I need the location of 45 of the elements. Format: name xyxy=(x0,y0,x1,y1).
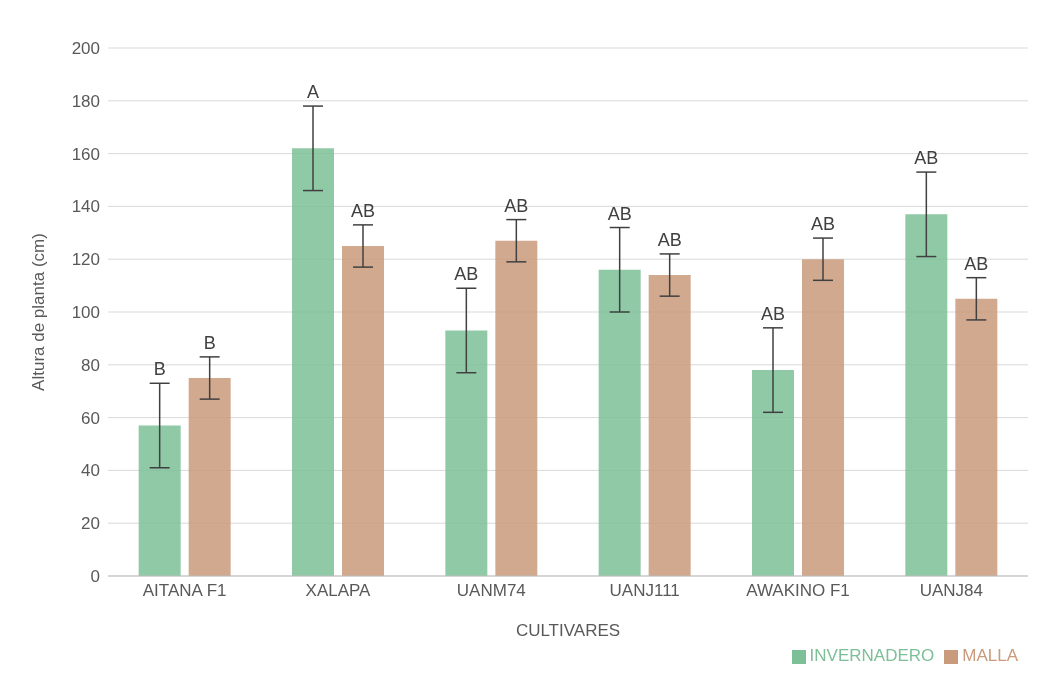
data-label: AB xyxy=(607,203,632,224)
data-label: A xyxy=(306,82,320,103)
y-tick-label: 160 xyxy=(71,144,100,164)
y-tick-label: 140 xyxy=(71,197,100,217)
bar xyxy=(445,330,488,576)
bar xyxy=(495,240,538,576)
y-axis-title: Altura de planta (cm) xyxy=(29,233,49,391)
legend-label: INVERNADERO xyxy=(809,646,935,665)
bar xyxy=(188,378,231,576)
bar xyxy=(342,246,384,576)
data-label: B xyxy=(153,359,166,380)
y-tick-label: 60 xyxy=(81,408,100,428)
bar xyxy=(905,214,948,576)
data-label: AB xyxy=(504,195,529,216)
x-tick-label: UANM74 xyxy=(456,581,526,601)
x-tick-label: UANJ84 xyxy=(919,581,983,601)
legend-label: MALLA xyxy=(962,646,1018,665)
x-tick-label: UANJ111 xyxy=(609,581,680,601)
y-tick-label: 20 xyxy=(81,514,100,534)
bar xyxy=(138,425,181,576)
bar xyxy=(752,370,794,576)
y-tick-label: 40 xyxy=(81,461,100,481)
bar xyxy=(648,275,691,576)
bar xyxy=(955,298,998,576)
data-label: AB xyxy=(454,264,479,285)
x-tick-label: XALAPA xyxy=(305,581,372,601)
x-tick-label: AWAKINO F1 xyxy=(746,581,850,601)
y-tick-label: 120 xyxy=(71,250,100,270)
bar xyxy=(598,269,641,576)
data-label: B xyxy=(203,332,216,353)
data-label: AB xyxy=(810,214,836,235)
y-tick-label: 0 xyxy=(90,567,100,587)
y-tick-label: 180 xyxy=(71,91,100,111)
data-label: AB xyxy=(760,303,786,324)
y-tick-label: 200 xyxy=(71,39,100,59)
y-tick-label: 80 xyxy=(81,355,100,375)
bar xyxy=(802,259,844,576)
bar xyxy=(292,148,334,576)
data-label: AB xyxy=(964,253,989,274)
x-axis-title: CULTIVARES xyxy=(515,621,621,640)
x-tick-label: AITANA F1 xyxy=(142,581,227,601)
data-label: AB xyxy=(350,200,376,221)
y-tick-label: 100 xyxy=(71,303,100,323)
data-label: AB xyxy=(914,148,939,169)
data-label: AB xyxy=(657,229,682,250)
